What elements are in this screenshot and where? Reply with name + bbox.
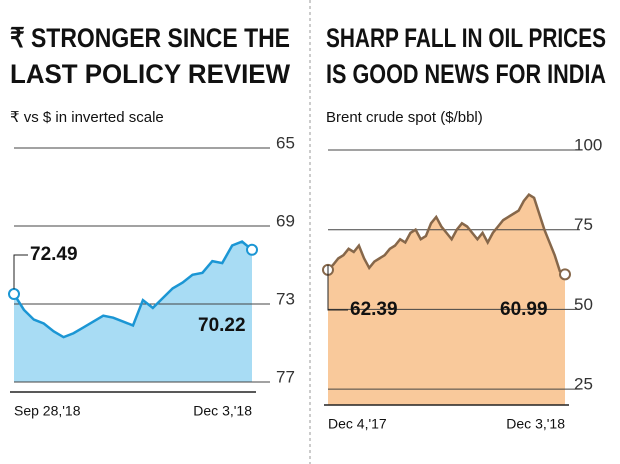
area-fill	[14, 241, 252, 382]
area-fill	[328, 194, 565, 405]
y-tick-label: 73	[276, 289, 295, 308]
x-tick-label: Sep 28,'18	[14, 403, 81, 419]
leader-line	[327, 264, 348, 311]
end-point	[246, 243, 258, 256]
subtitle: ₹ vs $ in inverted scale	[10, 109, 164, 126]
y-tick-label: 65	[276, 133, 295, 152]
chart-title: SHARP FALL IN OIL PRICES	[326, 23, 606, 53]
x-tick-label: Dec 3,'18	[193, 403, 252, 419]
chart-title: ₹ STRONGER SINCE THE	[10, 23, 290, 53]
y-tick-label: 77	[276, 367, 295, 386]
x-tick-label: Dec 3,'18	[506, 416, 565, 432]
y-tick-label: 100	[574, 135, 602, 154]
y-tick-label: 69	[276, 211, 295, 230]
y-tick-label: 50	[574, 295, 593, 314]
value-label: 72.49	[30, 244, 78, 265]
value-label: 62.39	[350, 299, 398, 320]
y-tick-label: 75	[574, 215, 593, 234]
area-line	[12, 240, 253, 339]
value-label: 70.22	[198, 315, 246, 336]
area-line	[327, 192, 566, 276]
y-tick-label: 25	[574, 375, 593, 394]
end-point	[8, 288, 20, 301]
end-point	[559, 268, 571, 281]
x-tick-label: Dec 4,'17	[328, 416, 387, 432]
value-label: 60.99	[500, 299, 548, 320]
leader-line	[13, 254, 28, 290]
chart-title: IS GOOD NEWS FOR INDIA	[326, 59, 606, 89]
chart-title: LAST POLICY REVIEW	[10, 59, 290, 89]
subtitle: Brent crude spot ($/bbl)	[326, 109, 483, 126]
